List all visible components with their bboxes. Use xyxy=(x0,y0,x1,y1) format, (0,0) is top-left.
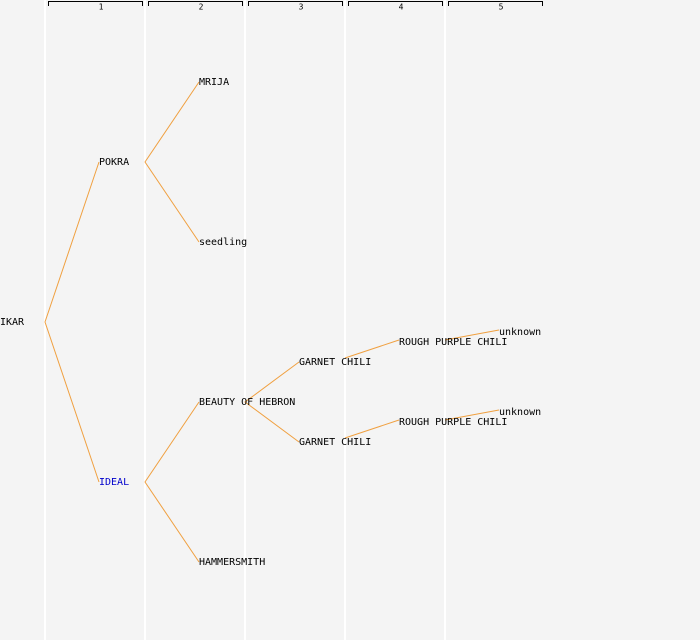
node-label[interactable]: BEAUTY OF HEBRON xyxy=(199,397,295,408)
column-header: 2 xyxy=(199,3,204,12)
column-header: 5 xyxy=(499,3,504,12)
header-bracket xyxy=(48,1,143,6)
column-header: 4 xyxy=(399,3,404,12)
column-header: 1 xyxy=(99,3,104,12)
edge xyxy=(144,401,200,563)
edges xyxy=(44,81,500,563)
node-label[interactable]: IKAR xyxy=(0,317,25,328)
header-bracket xyxy=(248,1,343,6)
header-bracket xyxy=(348,1,443,6)
edge xyxy=(44,161,100,483)
header-bracket xyxy=(148,1,243,6)
node-label[interactable]: GARNET CHILI xyxy=(299,357,371,368)
edge xyxy=(444,409,500,421)
column-header: 3 xyxy=(299,3,304,12)
node-label[interactable]: ROUGH PURPLE CHILI xyxy=(399,417,507,428)
edge xyxy=(244,361,300,443)
node-label[interactable]: unknown xyxy=(499,407,541,418)
column-headers: 1 2 3 4 5 xyxy=(48,1,543,12)
header-bracket xyxy=(448,1,543,6)
edge xyxy=(444,329,500,341)
edge xyxy=(344,339,400,359)
node-label[interactable]: GARNET CHILI xyxy=(299,437,371,448)
node-label[interactable]: MRIJA xyxy=(199,77,229,88)
nodes: IKAR POKRA IDEAL MRIJA seedling BEAUTY O… xyxy=(0,77,541,568)
node-label[interactable]: seedling xyxy=(199,237,247,248)
node-label[interactable]: HAMMERSMITH xyxy=(199,557,265,568)
edge xyxy=(144,81,200,243)
node-label[interactable]: POKRA xyxy=(99,157,129,168)
edge xyxy=(344,419,400,439)
node-label[interactable]: IDEAL xyxy=(99,477,129,488)
node-label[interactable]: ROUGH PURPLE CHILI xyxy=(399,337,507,348)
node-label[interactable]: unknown xyxy=(499,327,541,338)
column-lines xyxy=(44,0,446,640)
